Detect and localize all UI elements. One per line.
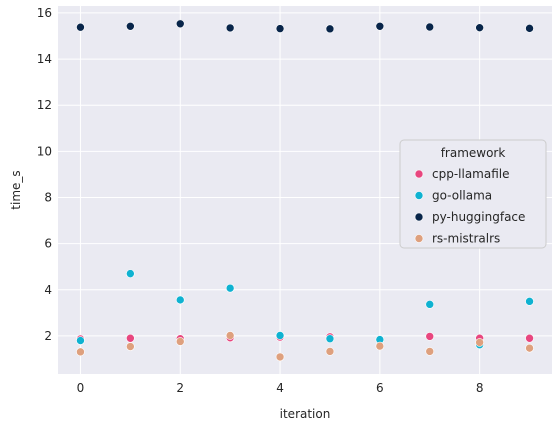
data-point (76, 347, 85, 357)
data-point (76, 22, 85, 32)
x-tick-label: 2 (176, 381, 184, 395)
y-tick-label: 8 (44, 190, 52, 204)
y-tick-label: 10 (37, 144, 52, 158)
x-tick-label: 4 (276, 381, 284, 395)
legend-box (399, 139, 547, 249)
data-point (325, 334, 335, 343)
legend-marker (414, 212, 424, 222)
legend-title: framework (441, 146, 506, 160)
data-point (126, 22, 135, 31)
data-point (525, 343, 534, 353)
data-point (425, 22, 435, 32)
data-point (175, 19, 185, 29)
data-points (76, 19, 534, 362)
x-tick-label: 8 (476, 381, 484, 395)
data-point (126, 269, 135, 278)
y-axis-label: time_s (9, 170, 23, 209)
x-tick-labels: 0 2 4 6 8 (77, 381, 484, 395)
legend-label: rs-mistralrs (432, 232, 500, 246)
x-axis-label: iteration (280, 407, 331, 421)
data-point (275, 24, 285, 33)
data-point (525, 297, 534, 306)
data-point (325, 24, 335, 34)
data-point (325, 347, 335, 356)
data-point (425, 300, 435, 309)
y-tick-label: 2 (44, 329, 52, 343)
y-tick-label: 16 (37, 6, 52, 20)
data-point (225, 331, 235, 340)
data-point (375, 341, 385, 351)
y-tick-label: 12 (37, 98, 52, 112)
y-tick-label: 4 (44, 283, 52, 297)
data-point (425, 332, 435, 341)
y-tick-label: 14 (37, 52, 52, 66)
legend: framework cpp-llamafile go-ollama py-huggi… (399, 139, 547, 249)
x-tick-label: 6 (376, 381, 384, 395)
data-point (475, 23, 484, 32)
data-point (225, 283, 235, 293)
data-point (126, 333, 135, 343)
data-point (126, 342, 135, 351)
data-point (76, 336, 85, 345)
legend-marker (414, 234, 424, 243)
legend-items: cpp-llamafile go-ollama py-huggingface rs-m… (414, 167, 525, 246)
legend-label: py-huggingface (432, 210, 525, 224)
data-point (375, 22, 385, 31)
y-tick-labels: 2 4 6 8 10 12 14 16 (37, 6, 52, 343)
data-point (275, 352, 285, 362)
legend-marker (414, 191, 424, 200)
data-point (425, 347, 435, 356)
x-tick-label: 0 (77, 381, 85, 395)
legend-marker (414, 169, 424, 179)
y-tick-label: 6 (44, 237, 52, 251)
data-point (175, 295, 185, 305)
data-point (525, 333, 534, 343)
legend-label: go-ollama (432, 189, 492, 203)
data-point (475, 338, 484, 347)
legend-label: cpp-llamafile (432, 167, 510, 181)
data-point (225, 23, 235, 33)
data-point (175, 337, 185, 346)
data-point (525, 24, 534, 33)
data-point (275, 331, 285, 340)
